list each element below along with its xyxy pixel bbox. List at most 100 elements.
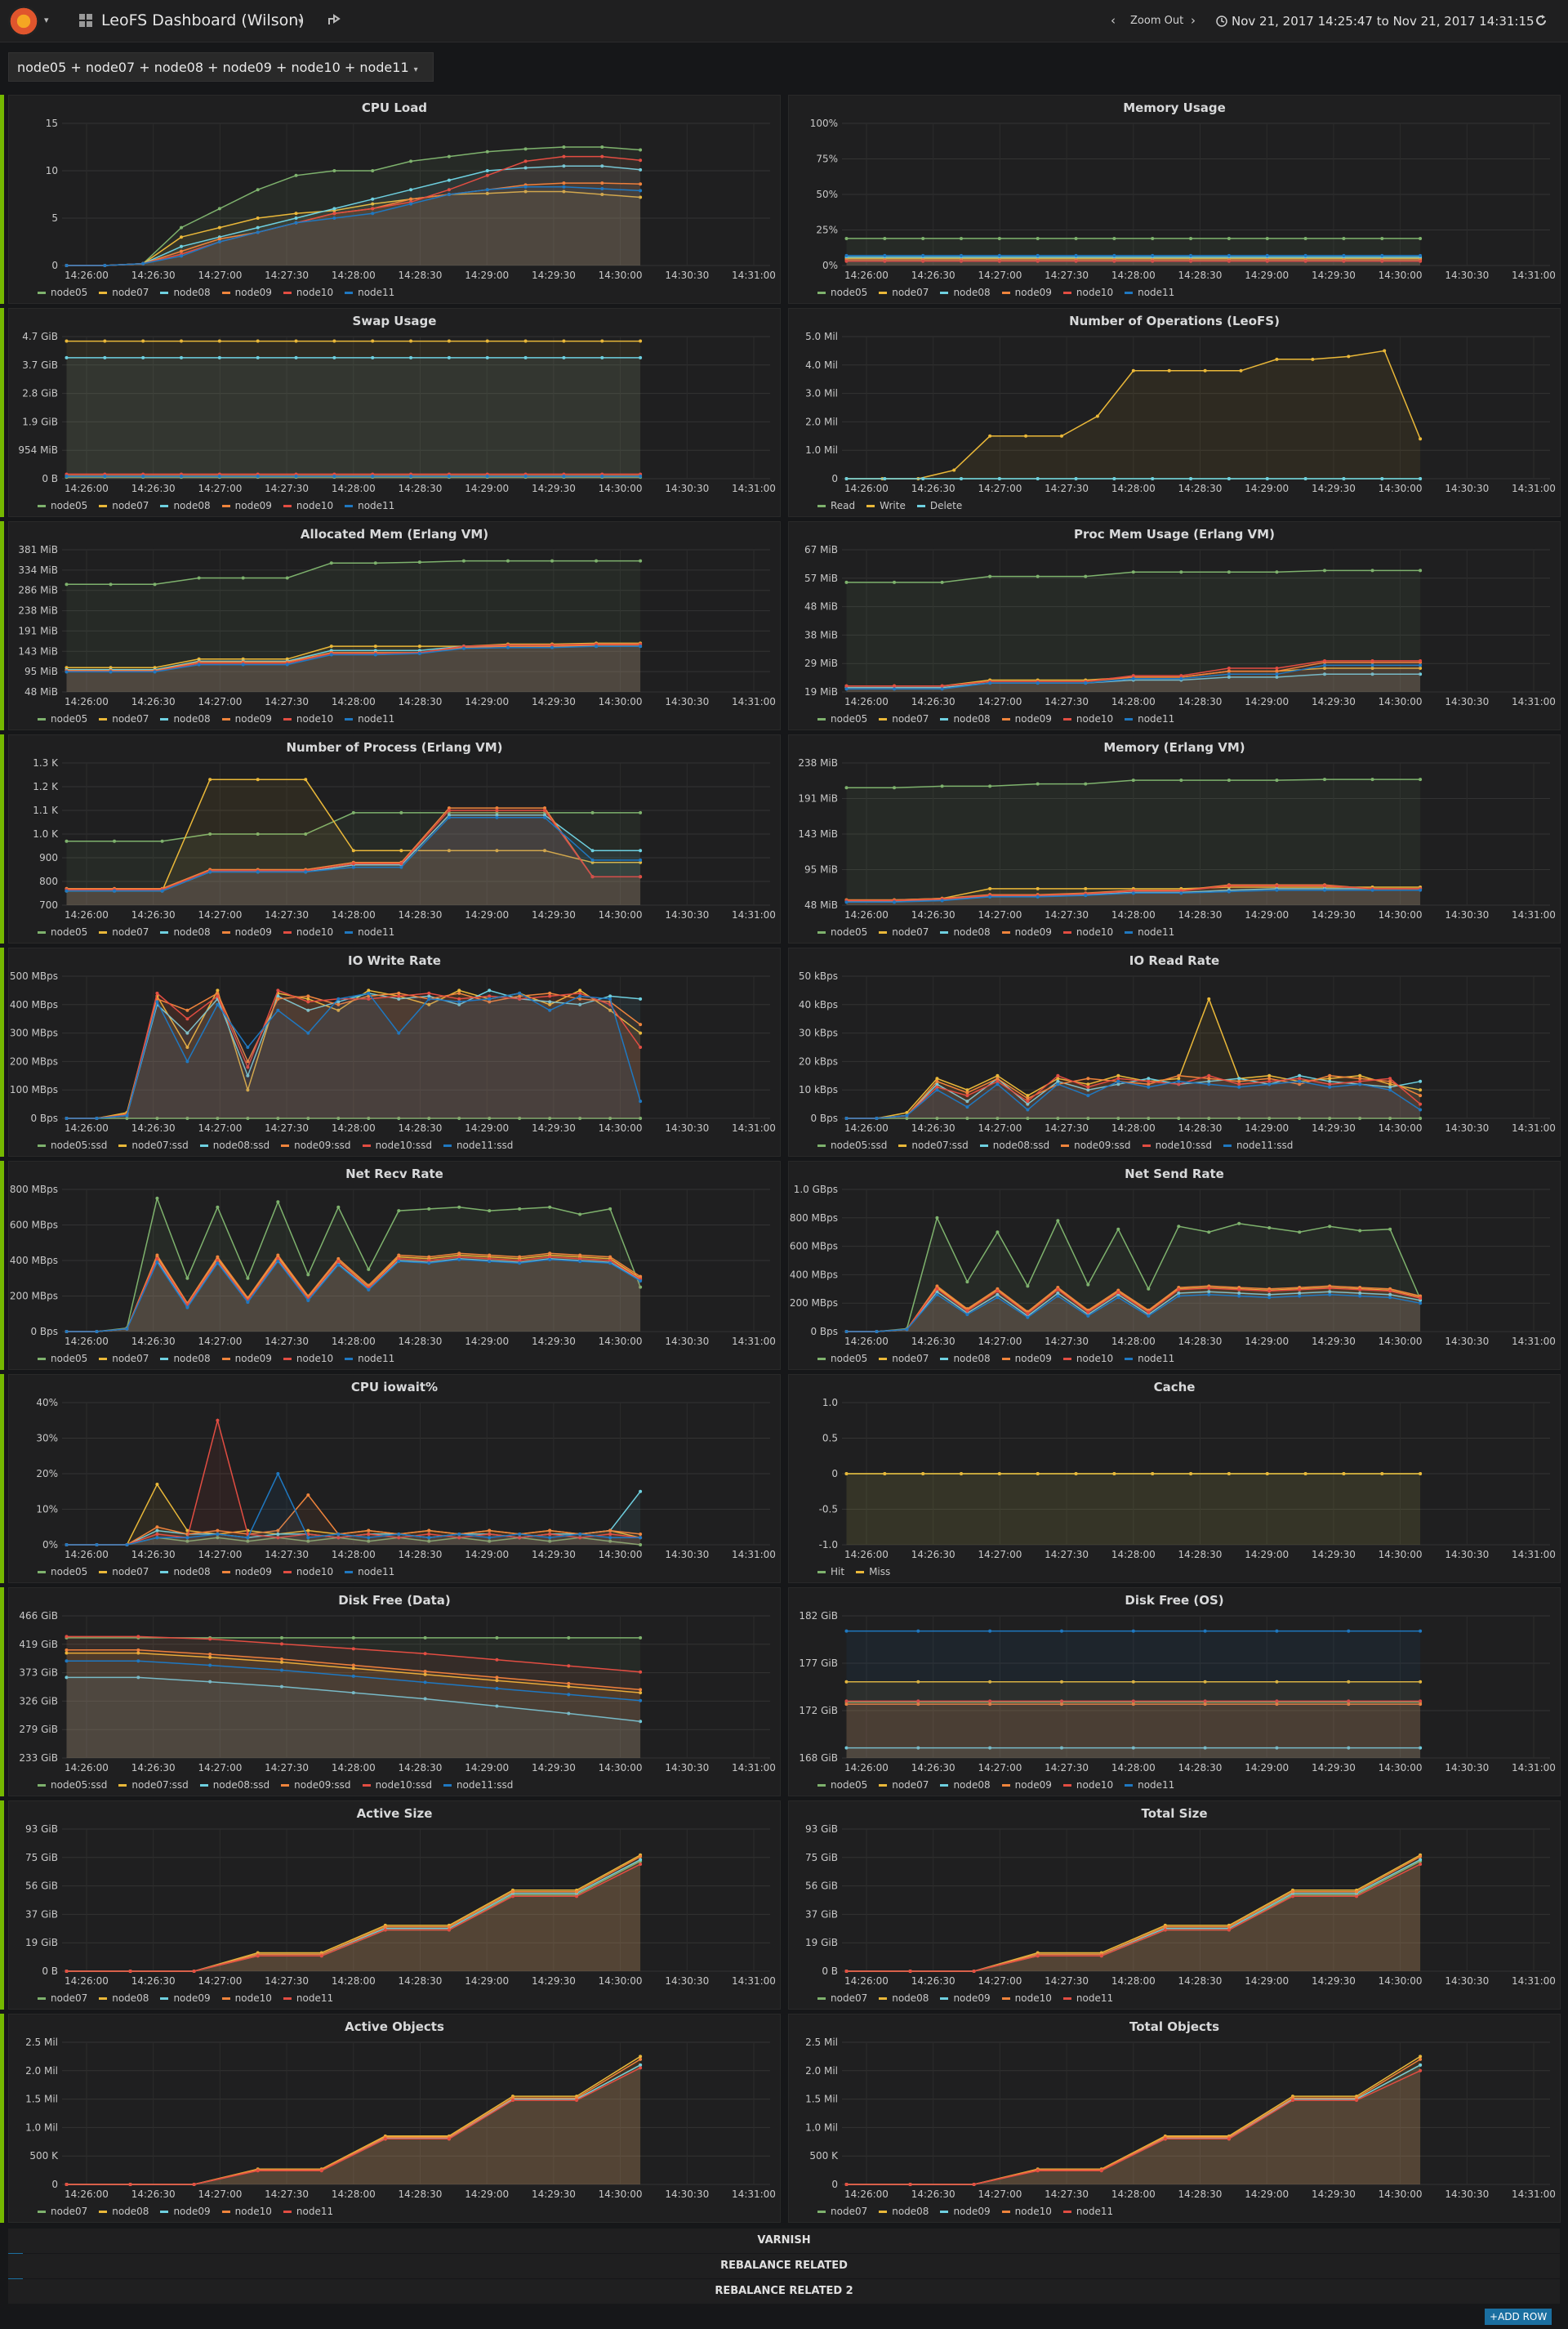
legend-item[interactable]: node07 [99, 1353, 149, 1364]
legend-item[interactable]: node08 [940, 1353, 991, 1364]
legend-item[interactable]: node11 [1125, 287, 1174, 298]
panel-title[interactable]: IO Write Rate [348, 953, 441, 968]
row-collapse-marker[interactable] [0, 1374, 4, 1583]
legend-item[interactable]: node09 [221, 1353, 272, 1364]
legend-item[interactable]: node05:ssd [817, 1140, 887, 1151]
chart-panel[interactable]: Net Send Rate 0 Bps 200 MBps 400 MBps 600 MB… [788, 1161, 1561, 1370]
node-template-variable[interactable]: node05 + node07 + node08 + node09 + node… [8, 52, 434, 82]
legend-item[interactable]: node11 [1125, 713, 1174, 725]
chart-panel[interactable]: CPU Load 0 5 10 15 14:26:00 14:26:30 14:27:00 14… [8, 95, 781, 304]
panel-title[interactable]: Active Objects [345, 2019, 444, 2034]
time-forward-chevron-icon[interactable]: › [1191, 13, 1196, 28]
legend-item[interactable]: node10 [283, 1566, 333, 1577]
panel-title[interactable]: Net Recv Rate [345, 1167, 443, 1181]
legend-item[interactable]: node11 [1062, 1992, 1113, 2004]
legend-item[interactable]: node10 [1062, 713, 1113, 725]
legend-item[interactable]: node10 [1001, 1992, 1052, 2004]
legend-item[interactable]: node09 [221, 287, 272, 298]
legend-item[interactable]: node10 [283, 713, 333, 725]
legend-item[interactable]: node09 [1001, 287, 1052, 298]
legend-item[interactable]: node09 [221, 500, 272, 511]
legend-item[interactable]: node09:ssd [1061, 1140, 1131, 1151]
legend-item[interactable]: node10 [1001, 2206, 1052, 2217]
add-row-button[interactable]: +ADD ROW [1485, 2309, 1552, 2325]
row-collapse-marker[interactable] [0, 308, 4, 517]
row-collapse-marker[interactable] [0, 734, 4, 944]
legend-item[interactable]: node07 [879, 926, 929, 938]
legend-item[interactable]: node10:ssd [362, 1140, 432, 1151]
legend-item[interactable]: node07 [99, 926, 149, 938]
panel-title[interactable]: Allocated Mem (Erlang VM) [300, 527, 489, 542]
zoom-out-button[interactable]: Zoom Out [1130, 15, 1184, 27]
time-back-chevron-icon[interactable]: ‹ [1111, 13, 1116, 28]
legend-item[interactable]: node10 [283, 1353, 333, 1364]
legend-item[interactable]: node08:ssd [979, 1140, 1049, 1151]
legend-item[interactable]: node08 [160, 1566, 211, 1577]
legend-item[interactable]: node07:ssd [898, 1140, 969, 1151]
legend-item[interactable]: node08 [940, 926, 991, 938]
legend-item[interactable]: node11:ssd [443, 1779, 513, 1791]
legend-item[interactable]: node07:ssd [118, 1140, 189, 1151]
legend-item[interactable]: Write [866, 500, 906, 511]
legend-item[interactable]: node09 [1001, 926, 1052, 938]
legend-item[interactable]: node11 [345, 713, 394, 725]
chart-panel[interactable]: CPU iowait% 0% 10% 20% 30% 40% 14:26:00 14:26:3… [8, 1374, 781, 1583]
legend-item[interactable]: node07 [38, 1992, 87, 2004]
panel-title[interactable]: Active Size [356, 1806, 433, 1821]
row-varnish[interactable]: VARNISH [8, 2229, 1560, 2253]
chart-panel[interactable]: Memory (Erlang VM) 48 MiB 95 MiB 143 MiB 191… [788, 734, 1561, 944]
row-collapse-marker[interactable] [0, 1587, 4, 1796]
legend-item[interactable]: node07 [99, 713, 149, 725]
panel-title[interactable]: Proc Mem Usage (Erlang VM) [1074, 527, 1275, 542]
legend-item[interactable]: node09 [1001, 1353, 1052, 1364]
chart-panel[interactable]: IO Read Rate 0 Bps 10 kBps 20 kBps 30 kBps 40… [788, 948, 1561, 1157]
legend-item[interactable]: node08 [879, 1992, 929, 2004]
legend-item[interactable]: node10 [221, 2206, 272, 2217]
legend-item[interactable]: node07 [38, 2206, 87, 2217]
chart-panel[interactable]: Total Objects 0 500 K 1.0 Mil 1.5 Mil 2.0 Mil… [788, 2014, 1561, 2223]
legend-item[interactable]: node07 [99, 500, 149, 511]
chart-panel[interactable]: Active Objects 0 500 K 1.0 Mil 1.5 Mil 2.0 Mi… [8, 2014, 781, 2223]
refresh-icon[interactable] [1534, 13, 1548, 28]
row-collapse-marker[interactable] [0, 1800, 4, 2010]
legend-item[interactable]: node11:ssd [1223, 1140, 1293, 1151]
legend-item[interactable]: node05 [38, 1353, 87, 1364]
row-rebalance-related[interactable]: REBALANCE RELATED [8, 2254, 1560, 2278]
panel-title[interactable]: Cache [1153, 1380, 1196, 1394]
legend-item[interactable]: node10 [1062, 1779, 1113, 1791]
legend-item[interactable]: node09:ssd [281, 1779, 351, 1791]
legend-item[interactable]: node08 [99, 2206, 149, 2217]
legend-item[interactable]: node10 [283, 500, 333, 511]
legend-item[interactable]: node09 [940, 2206, 991, 2217]
legend-item[interactable]: node10 [283, 926, 333, 938]
legend-item[interactable]: node08 [940, 287, 991, 298]
legend-item[interactable]: node10 [1062, 287, 1113, 298]
legend-item[interactable]: node08:ssd [199, 1779, 270, 1791]
legend-item[interactable]: node09 [940, 1992, 991, 2004]
legend-item[interactable]: Read [817, 500, 855, 511]
row-collapse-marker[interactable] [0, 95, 4, 304]
panel-title[interactable]: Memory (Erlang VM) [1103, 740, 1245, 755]
legend-item[interactable]: node10 [221, 1992, 272, 2004]
legend-item[interactable]: node08 [879, 2206, 929, 2217]
legend-item[interactable]: node08 [99, 1992, 149, 2004]
row-collapse-marker[interactable] [0, 2014, 4, 2223]
panel-title[interactable]: Net Send Rate [1125, 1167, 1224, 1181]
legend-item[interactable]: node07 [879, 1353, 929, 1364]
legend-item[interactable]: node10 [1062, 1353, 1113, 1364]
legend-item[interactable]: node07:ssd [118, 1779, 189, 1791]
legend-item[interactable]: Delete [916, 500, 962, 511]
legend-item[interactable]: node09 [160, 2206, 211, 2217]
chart-panel[interactable]: Disk Free (Data) 233 GiB 279 GiB 326 GiB 373… [8, 1587, 781, 1796]
legend-item[interactable]: node09 [1001, 713, 1052, 725]
chart-panel[interactable]: Swap Usage 0 B 954 MiB 1.9 GiB 2.8 GiB 3.7 Gi… [8, 308, 781, 517]
legend-item[interactable]: node05 [38, 500, 87, 511]
legend-item[interactable]: node11 [345, 1566, 394, 1577]
panel-title[interactable]: CPU Load [361, 100, 428, 115]
chart-panel[interactable]: Allocated Mem (Erlang VM) 48 MiB 95 MiB 143… [8, 521, 781, 730]
chart-panel[interactable]: IO Write Rate 0 Bps 100 MBps 200 MBps 300 MB… [8, 948, 781, 1157]
chart-panel[interactable]: Net Recv Rate 0 Bps 200 MBps 400 MBps 600 MB… [8, 1161, 781, 1370]
legend-item[interactable]: node05 [817, 1353, 867, 1364]
row-collapse-marker[interactable] [0, 521, 4, 730]
row-collapse-marker[interactable] [0, 1161, 4, 1370]
